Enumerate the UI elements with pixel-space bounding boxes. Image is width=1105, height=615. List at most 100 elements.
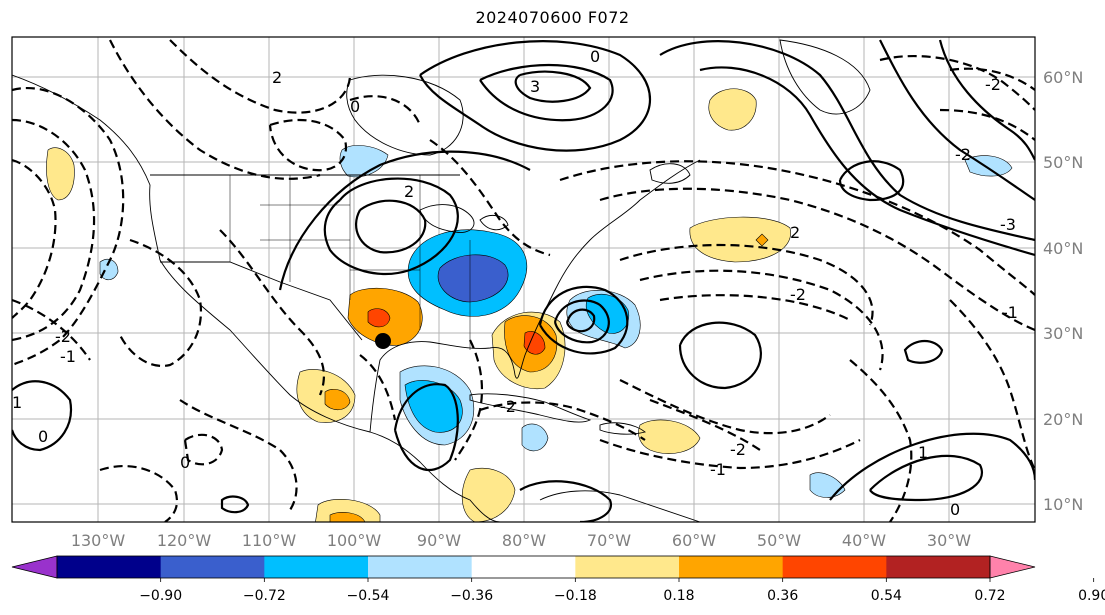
contour-label: -1 <box>60 347 76 366</box>
contour-label: 0 <box>38 427 48 446</box>
contour-dashed-east-1 <box>879 54 1035 111</box>
colorbar-segment <box>160 556 265 578</box>
colorbar-segment <box>264 556 369 578</box>
positive-anomaly-mexico-core <box>324 389 351 411</box>
latitude-labels: 60°N 50°N 40°N 30°N 20°N 10°N <box>1043 68 1083 514</box>
latitude-label: 50°N <box>1043 153 1083 172</box>
contour-solid-west-pacific <box>12 380 73 452</box>
contour-dashed-central-america <box>183 433 224 466</box>
greenland <box>779 39 871 115</box>
contour-dashed-tropics-1 <box>619 379 831 435</box>
contour-dashed-mid-atlantic-3 <box>659 294 851 321</box>
colorbar-segment <box>471 556 576 578</box>
contour-dashed-canada-1 <box>268 118 348 172</box>
contour-solid-north-atlantic-3 <box>838 160 905 202</box>
contour-solid-northeast <box>419 40 652 152</box>
positive-anomaly-pacific-core <box>329 512 366 522</box>
contour-label: -2 <box>730 440 746 459</box>
positive-anomaly-texas-core <box>367 308 391 328</box>
colorbar-extend-low <box>11 555 58 579</box>
contour-solid-northeast-core <box>514 70 592 103</box>
contour-solid-south-america <box>519 480 613 522</box>
contour-solid-atlantic-low-inner <box>566 308 596 333</box>
contour-dashed-pacific-3 <box>12 158 57 319</box>
contour-solid-north-atlantic-4 <box>879 39 1035 201</box>
colorbar-segment <box>782 556 887 578</box>
longitude-label: 80°W <box>502 531 546 550</box>
contour-label: 0 <box>350 97 360 116</box>
contour-dashed-canada-2 <box>349 95 422 126</box>
contour-dashed-west-1 <box>169 39 352 114</box>
contour-label: 3 <box>530 77 540 96</box>
contour-dashed-pacific-4 <box>119 238 203 368</box>
colorbar-segment <box>679 556 784 578</box>
contours-dashed <box>12 39 1035 522</box>
map-title: 2024070600 F072 <box>475 8 630 27</box>
colorbar-tick-label: −0.72 <box>243 588 286 604</box>
south-america <box>539 490 701 522</box>
contour-dashed-sw-1 <box>12 298 91 361</box>
negative-anomaly-caribbean <box>521 423 549 452</box>
colorbar-tick-label: −0.36 <box>450 588 493 604</box>
contour-label: -2 <box>955 145 971 164</box>
contour-dashed-east-3 <box>939 108 1035 141</box>
contour-dashed-west-2 <box>109 39 321 180</box>
latitude-label: 30°N <box>1043 324 1083 343</box>
contour-solid-northeast-inner <box>479 63 614 122</box>
us-state-lines <box>229 175 471 350</box>
map-frame <box>11 36 1036 523</box>
hispaniola <box>599 422 646 435</box>
colorbar-tick-label: 0.36 <box>767 588 798 604</box>
contour-solid-southeast-atlantic <box>869 454 983 502</box>
contour-solid-central-atlantic <box>678 321 762 390</box>
colorbar-segment <box>368 556 473 578</box>
longitude-label: 60°W <box>672 531 716 550</box>
contour-label: 2 <box>790 223 800 242</box>
contour-solid-great-lakes-inner <box>354 199 427 254</box>
contour-label: 1 <box>918 443 928 462</box>
contour-dashed-northeast-atlantic <box>429 139 551 257</box>
contour-solid-north-atlantic-1 <box>659 40 1035 242</box>
contour-label: 0 <box>180 453 190 472</box>
shading-layer <box>46 88 1013 522</box>
colorbar-tick-label: 0.90 <box>1078 588 1105 604</box>
contour-solid-midwest <box>278 150 531 291</box>
negative-anomaly-gulf-core <box>404 380 463 433</box>
latitude-label: 10°N <box>1043 495 1083 514</box>
contour-label: -1 <box>1002 303 1018 322</box>
longitude-label: 90°W <box>417 531 461 550</box>
colorbar-tick-label: −0.54 <box>347 588 390 604</box>
contour-dashed-west-3 <box>219 229 325 396</box>
contour-dashed-mid-atlantic-2 <box>639 269 884 371</box>
gulf-coast <box>369 159 701 433</box>
positive-anomaly-central-america <box>461 467 516 522</box>
latitude-label: 40°N <box>1043 239 1083 258</box>
colorbar-tick-label: 0.18 <box>663 588 694 604</box>
colorbar-outline <box>56 555 991 579</box>
colorbar-extend-high <box>989 555 1036 579</box>
colorbar-tick-label: −0.18 <box>554 588 597 604</box>
contour-label: 1 <box>12 393 22 412</box>
contour-label: -3 <box>1000 215 1016 234</box>
colorbar-segment <box>886 556 991 578</box>
great-lakes <box>419 204 509 233</box>
longitude-label: 120°W <box>157 531 212 550</box>
contour-label: 0 <box>950 500 960 519</box>
contour-label: -2 <box>985 75 1001 94</box>
contour-label: 2 <box>404 182 414 201</box>
hudson-bay <box>346 74 464 156</box>
contour-label: -2 <box>55 327 71 346</box>
contour-dashed-tropics-2 <box>599 438 861 470</box>
contour-dashed-mid-atlantic-1 <box>619 243 874 326</box>
positive-anomaly-labrador <box>708 88 757 131</box>
contour-dashed-tropics-3 <box>649 398 761 451</box>
contour-label: -2 <box>790 285 806 304</box>
longitude-label: 30°W <box>927 531 971 550</box>
colorbar-tick-label: 0.72 <box>974 588 1005 604</box>
longitude-label: 130°W <box>71 531 126 550</box>
longitude-labels: 130°W 120°W 110°W 100°W 90°W 80°W 70°W 60°W 50°W… <box>71 531 971 550</box>
newfoundland <box>649 163 691 184</box>
colorbar-tick-label: 0.54 <box>871 588 902 604</box>
positive-anomaly-mid-atlantic <box>689 216 791 263</box>
